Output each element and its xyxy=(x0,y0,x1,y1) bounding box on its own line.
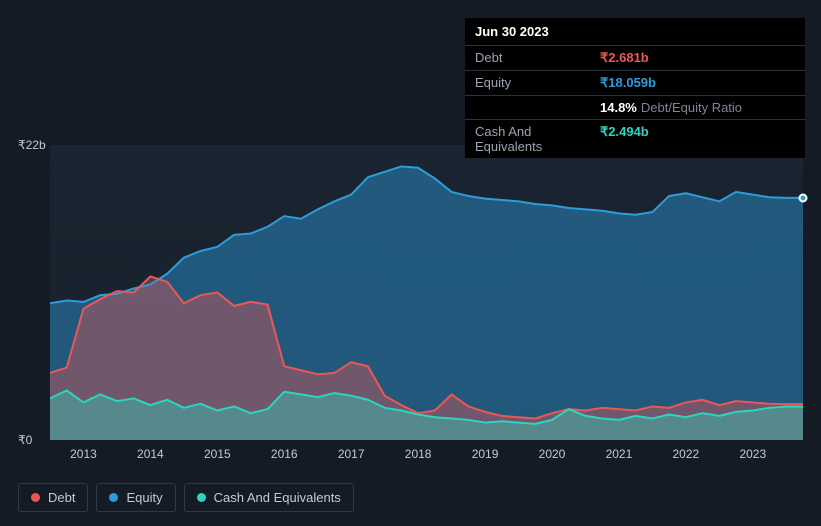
legend-item-cash[interactable]: Cash And Equivalents xyxy=(184,483,354,512)
legend-item-debt[interactable]: Debt xyxy=(18,483,88,512)
tooltip-row-label xyxy=(475,100,600,115)
tooltip-row-value: 14.8%Debt/Equity Ratio xyxy=(600,100,795,115)
legend-dot-icon xyxy=(109,493,118,502)
tooltip-row-label: Equity xyxy=(475,75,600,91)
x-tick-label: 2020 xyxy=(539,447,566,461)
x-tick-label: 2023 xyxy=(739,447,766,461)
x-tick-label: 2019 xyxy=(472,447,499,461)
x-tick-label: 2015 xyxy=(204,447,231,461)
tooltip-row-value: ₹18.059b xyxy=(600,75,795,91)
tooltip-panel: Jun 30 2023 Debt₹2.681bEquity₹18.059b14.… xyxy=(465,18,805,158)
legend-label: Equity xyxy=(126,490,162,505)
equity-end-marker xyxy=(799,193,808,202)
x-tick-label: 2016 xyxy=(271,447,298,461)
y-tick-label: ₹22b xyxy=(18,138,46,152)
x-tick-label: 2022 xyxy=(673,447,700,461)
tooltip-row-value: ₹2.681b xyxy=(600,50,795,66)
x-tick-label: 2017 xyxy=(338,447,365,461)
x-tick-label: 2013 xyxy=(70,447,97,461)
x-tick-label: 2014 xyxy=(137,447,164,461)
tooltip-row: Debt₹2.681b xyxy=(465,46,805,71)
tooltip-rows: Debt₹2.681bEquity₹18.059b14.8%Debt/Equit… xyxy=(465,46,805,158)
x-tick-label: 2018 xyxy=(405,447,432,461)
x-axis: 2013 2014 2015 2016 2017 2018 2019 2020 2021 2022… xyxy=(50,447,803,469)
legend-dot-icon xyxy=(31,493,40,502)
tooltip-row: Equity₹18.059b xyxy=(465,71,805,96)
legend-label: Cash And Equivalents xyxy=(214,490,341,505)
tooltip-date: Jun 30 2023 xyxy=(465,18,805,46)
chart-svg xyxy=(50,145,803,440)
x-tick-label: 2021 xyxy=(606,447,633,461)
tooltip-row-value: ₹2.494b xyxy=(600,124,795,154)
tooltip-row: Cash And Equivalents₹2.494b xyxy=(465,120,805,158)
tooltip-row-label: Cash And Equivalents xyxy=(475,124,600,154)
tooltip-row: 14.8%Debt/Equity Ratio xyxy=(465,96,805,120)
chart-area: 2013 2014 2015 2016 2017 2018 2019 2020 2021 2022… xyxy=(18,125,803,476)
tooltip-row-suffix: Debt/Equity Ratio xyxy=(641,100,742,115)
legend-item-equity[interactable]: Equity xyxy=(96,483,175,512)
y-tick-label: ₹0 xyxy=(18,433,32,447)
tooltip-row-label: Debt xyxy=(475,50,600,66)
legend: Debt Equity Cash And Equivalents xyxy=(18,483,354,512)
legend-dot-icon xyxy=(197,493,206,502)
legend-label: Debt xyxy=(48,490,75,505)
plot-area[interactable] xyxy=(50,145,803,440)
